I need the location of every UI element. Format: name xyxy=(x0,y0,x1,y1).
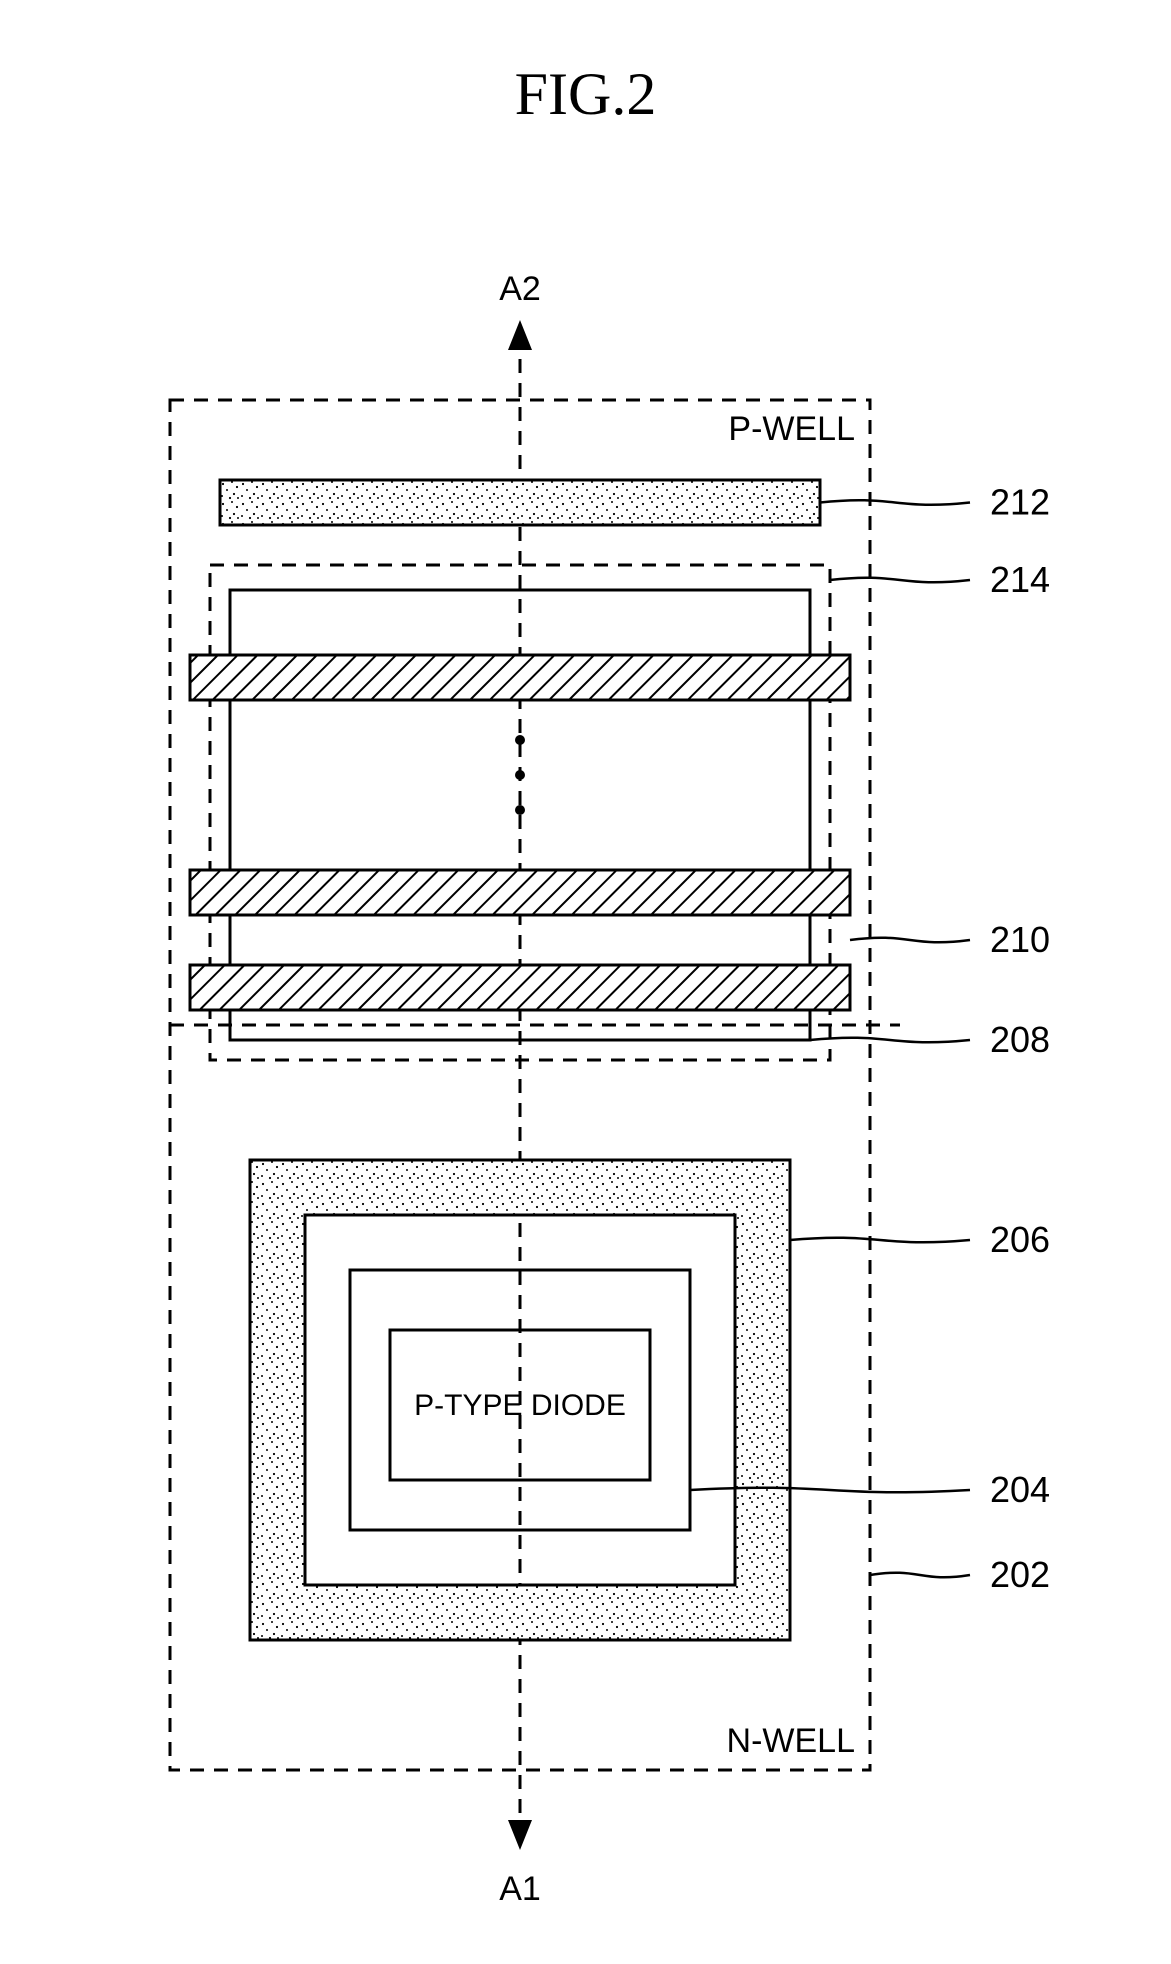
callout-212-leader xyxy=(820,500,970,505)
callout-208-leader xyxy=(810,1038,970,1043)
callout-204-leader xyxy=(690,1488,970,1493)
region-212 xyxy=(220,480,820,525)
callout-206-label: 206 xyxy=(990,1219,1050,1260)
axis-a1-label: A1 xyxy=(499,1870,541,1908)
callout-202-leader xyxy=(870,1573,970,1578)
callout-212-label: 212 xyxy=(990,482,1050,523)
callout-210-leader xyxy=(850,938,970,943)
n-well-label: N-WELL xyxy=(727,1722,855,1760)
ellipsis-dot-1 xyxy=(515,770,525,780)
diode-label: P-TYPE DIODE xyxy=(414,1389,626,1422)
callout-210-label: 210 xyxy=(990,919,1050,960)
callout-202-label: 202 xyxy=(990,1554,1050,1595)
ellipsis-dot-2 xyxy=(515,805,525,815)
callout-204-label: 204 xyxy=(990,1469,1050,1510)
hatched-bar-0 xyxy=(190,655,850,700)
p-well-label: P-WELL xyxy=(728,410,855,448)
figure-container: FIG.2 P-WE xyxy=(20,20,1151,1944)
arrowhead-bottom xyxy=(508,1820,532,1850)
axis-a2-label: A2 xyxy=(499,270,541,308)
callout-214-leader xyxy=(830,578,970,583)
hatched-bar-2 xyxy=(190,965,850,1010)
ellipsis-dot-0 xyxy=(515,735,525,745)
diagram-svg: P-WELL N-WELL A2 A1 P-TYPE DIODE 212 214 210 208… xyxy=(20,20,1171,1944)
hatched-bar-1 xyxy=(190,870,850,915)
callout-214-label: 214 xyxy=(990,559,1050,600)
callout-208-label: 208 xyxy=(990,1019,1050,1060)
callout-206-leader xyxy=(790,1238,970,1243)
arrowhead-top xyxy=(508,320,532,350)
